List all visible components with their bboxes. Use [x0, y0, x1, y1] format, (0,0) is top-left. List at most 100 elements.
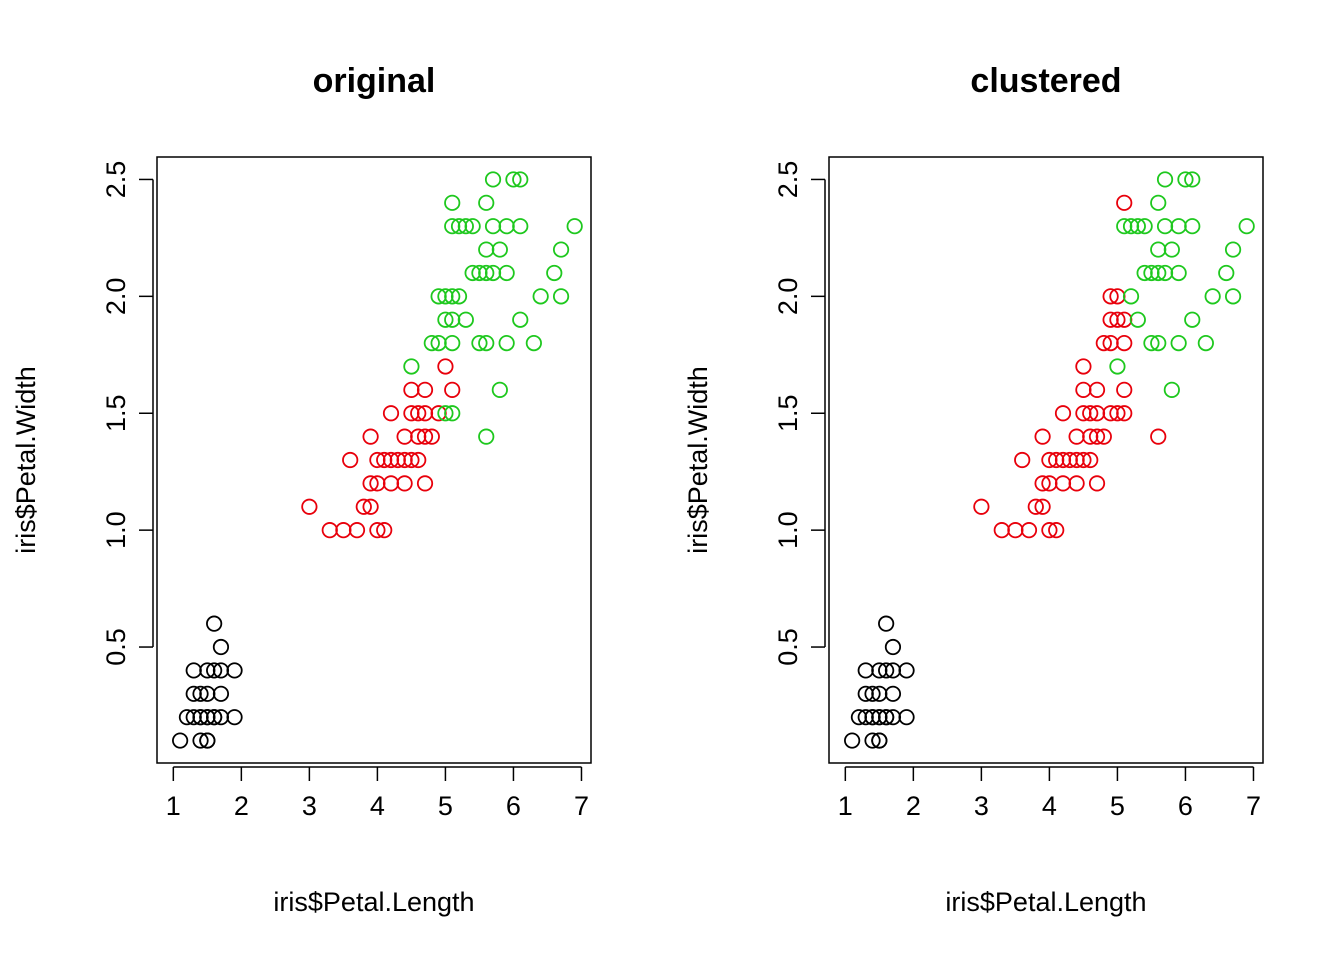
data-point [478, 428, 495, 445]
data-point [1218, 264, 1235, 282]
data-point [396, 475, 413, 492]
data-point [566, 218, 583, 235]
data-point [512, 218, 529, 235]
data-point [1163, 381, 1180, 398]
data-point [403, 381, 420, 398]
data-point [444, 288, 461, 305]
data-point [444, 335, 461, 352]
y-tick-label: 2.5 [773, 161, 803, 199]
x-tick-label: 1 [166, 791, 181, 821]
data-point [382, 405, 400, 422]
data-point [362, 475, 379, 492]
data-point [1224, 288, 1242, 305]
scatter-panel-original: original iris$Petal.Length iris$Petal.Wi… [11, 62, 592, 917]
data-point [226, 662, 243, 679]
axes: 1 2 3 4 5 6 7 0.5 1.0 1.5 2.0 2.5 [773, 161, 1261, 821]
data-point [1088, 475, 1106, 492]
data-point [212, 685, 230, 702]
data-point [1068, 428, 1085, 445]
data-point [871, 732, 888, 749]
data-point [1095, 335, 1112, 352]
data-point [973, 498, 990, 515]
data-point [226, 709, 243, 726]
data-point [1109, 405, 1126, 422]
data-point [1156, 171, 1174, 188]
data-point [1224, 241, 1242, 258]
data-point [478, 241, 495, 258]
data-point [1150, 428, 1167, 445]
data-point [185, 662, 202, 679]
data-point [199, 732, 216, 749]
data-point [457, 311, 474, 328]
x-tick-label: 3 [974, 791, 989, 821]
data-point [206, 709, 223, 726]
chart-title: clustered [970, 62, 1121, 100]
data-point [1034, 428, 1051, 445]
data-point [1082, 451, 1099, 469]
data-point [1034, 498, 1051, 515]
data-point [1184, 171, 1201, 188]
data-point [450, 288, 468, 305]
x-axis-label: iris$Petal.Length [945, 887, 1146, 917]
plot-frame [828, 156, 1264, 764]
data-point [532, 288, 549, 305]
axes: 1 2 3 4 5 6 7 0.5 1.0 1.5 2.0 2.5 [101, 161, 589, 821]
x-tick-label: 7 [1246, 791, 1261, 821]
x-tick-label: 5 [438, 791, 453, 821]
y-tick-label: 1.0 [773, 511, 803, 549]
data-point [206, 662, 223, 679]
data-point [403, 451, 420, 469]
data-point [362, 498, 379, 515]
data-point [993, 522, 1010, 539]
data-point [444, 381, 461, 398]
data-point [172, 732, 189, 749]
x-tick-label: 7 [574, 791, 589, 821]
data-point [464, 218, 481, 235]
data-point [1150, 241, 1167, 258]
data-point [884, 685, 902, 702]
data-point [437, 358, 454, 375]
x-tick-label: 5 [1110, 791, 1125, 821]
data-point [1170, 218, 1187, 235]
data-point [1129, 218, 1146, 235]
data-point [498, 264, 515, 282]
data-point [1027, 498, 1044, 515]
data-point [1150, 335, 1167, 352]
data-point [1197, 335, 1214, 352]
y-axis-label: iris$Petal.Width [683, 366, 713, 554]
data-point [1184, 218, 1201, 235]
data-point [1034, 475, 1051, 492]
data-point [1163, 241, 1180, 258]
data-point [1054, 405, 1072, 422]
data-point [1109, 358, 1126, 375]
data-point [369, 522, 386, 539]
data-point [1116, 194, 1133, 211]
data-point [857, 662, 874, 679]
data-point [512, 311, 529, 328]
data-point [471, 335, 488, 352]
data-point [396, 428, 413, 445]
data-point [878, 662, 895, 679]
x-tick-label: 2 [234, 791, 249, 821]
data-point [898, 709, 915, 726]
data-point [1088, 428, 1106, 445]
data-point [505, 171, 522, 188]
data-point [552, 241, 570, 258]
data-point [878, 615, 895, 632]
data-point [335, 522, 352, 539]
data-point [192, 685, 209, 702]
scatter-panel-clustered: clustered iris$Petal.Length iris$Petal.W… [683, 62, 1264, 917]
data-point [1150, 194, 1167, 211]
data-point [478, 264, 495, 282]
data-point [348, 522, 366, 539]
data-point [403, 358, 420, 375]
data-point [1156, 218, 1174, 235]
data-point [844, 732, 861, 749]
data-point [321, 522, 338, 539]
data-point [512, 171, 529, 188]
data-point [478, 335, 495, 352]
data-point [423, 428, 440, 445]
data-point [552, 288, 570, 305]
data-point [898, 662, 915, 679]
data-point [1177, 171, 1194, 188]
